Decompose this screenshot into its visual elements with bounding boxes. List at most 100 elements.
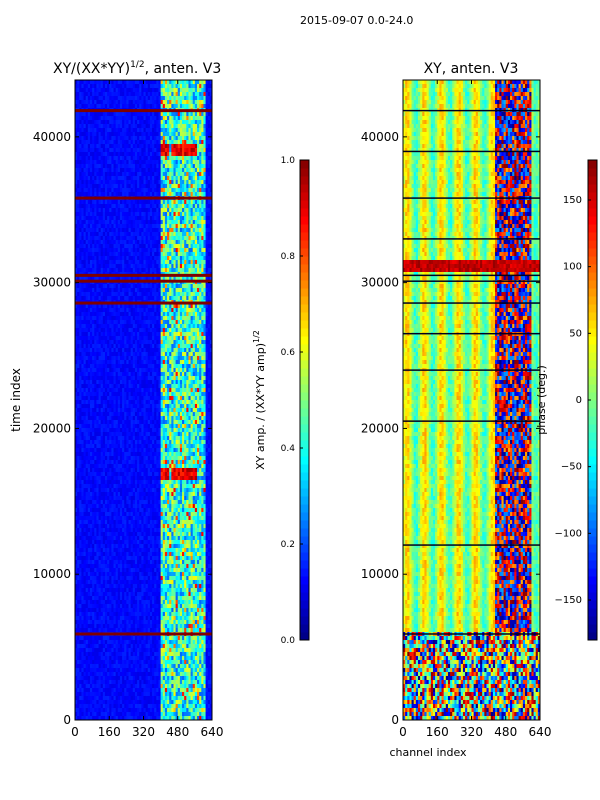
heatmap-cell xyxy=(92,136,95,141)
heatmap-cell xyxy=(201,168,204,173)
heatmap-cell xyxy=(115,276,119,281)
heatmap-cell xyxy=(96,292,100,297)
heatmap-cell xyxy=(85,248,89,253)
heatmap-cell xyxy=(203,176,207,181)
heatmap-cell xyxy=(141,320,144,325)
heatmap-cell xyxy=(194,180,198,185)
heatmap-cell xyxy=(119,244,123,249)
heatmap-cell xyxy=(81,296,85,301)
heatmap-cell xyxy=(113,104,117,109)
heatmap-cell xyxy=(87,224,91,229)
heatmap-cell xyxy=(126,256,130,261)
heatmap-cell xyxy=(177,148,181,153)
heatmap-cell xyxy=(104,348,108,353)
heatmap-cell xyxy=(158,308,162,313)
heatmap-cell xyxy=(141,224,144,229)
heatmap-cell xyxy=(134,184,138,189)
heatmap-cell xyxy=(94,144,97,149)
heatmap-cell xyxy=(117,112,121,117)
heatmap-cell xyxy=(139,372,142,377)
heatmap-cell xyxy=(199,320,202,325)
heatmap-cell xyxy=(188,344,192,349)
heatmap-cell xyxy=(96,388,100,393)
heatmap-cell xyxy=(98,332,102,337)
heatmap-cell xyxy=(83,368,87,373)
heatmap-cell xyxy=(77,256,80,261)
heatmap-cell xyxy=(134,348,138,353)
heatmap-cell xyxy=(126,308,130,313)
heatmap-cell xyxy=(102,140,106,145)
heatmap-cell xyxy=(98,136,102,141)
heatmap-cell xyxy=(117,360,121,365)
heatmap-cell xyxy=(203,324,207,329)
heatmap-cell xyxy=(147,120,151,125)
heatmap-cell xyxy=(184,192,187,197)
heatmap-cell xyxy=(117,128,121,133)
heatmap-cell xyxy=(203,124,207,129)
heatmap-cell xyxy=(184,180,187,185)
heatmap-cell xyxy=(186,380,189,385)
heatmap-cell xyxy=(167,244,170,249)
heatmap-cell xyxy=(94,344,97,349)
heatmap-cell xyxy=(117,288,121,293)
heatmap-cell xyxy=(141,116,144,121)
heatmap-cell xyxy=(171,92,174,97)
heatmap-cell xyxy=(177,244,181,249)
heatmap-cell xyxy=(79,144,82,149)
heatmap-cell xyxy=(87,276,91,281)
heatmap-cell xyxy=(98,308,102,313)
heatmap-cell xyxy=(192,304,196,309)
heatmap-cell xyxy=(139,364,142,369)
heatmap-cell xyxy=(145,292,149,297)
heatmap-cell xyxy=(194,100,198,105)
heatmap-cell xyxy=(104,380,108,385)
heatmap-cell xyxy=(137,160,140,165)
heatmap-cell xyxy=(83,308,87,313)
heatmap-cell xyxy=(147,188,151,193)
heatmap-cell xyxy=(199,192,202,197)
heatmap-cell xyxy=(190,112,194,117)
heatmap-cell xyxy=(139,388,142,393)
heatmap-cell xyxy=(160,336,164,341)
heatmap-cell xyxy=(164,208,168,213)
heatmap-cell xyxy=(152,352,155,357)
heatmap-cell xyxy=(162,188,166,193)
heatmap-cell xyxy=(96,140,100,145)
heatmap-cell xyxy=(156,88,159,93)
heatmap-cell xyxy=(201,328,204,333)
heatmap-cell xyxy=(186,384,189,389)
heatmap-cell xyxy=(175,248,179,253)
heatmap-cell xyxy=(190,120,194,125)
heatmap-cell xyxy=(126,152,130,157)
heatmap-cell xyxy=(158,144,162,149)
heatmap-cell xyxy=(145,136,149,141)
heatmap-cell xyxy=(115,224,119,229)
heatmap-cell xyxy=(182,264,185,269)
heatmap-cell xyxy=(152,276,155,281)
heatmap-cell xyxy=(182,160,185,165)
heatmap-cell xyxy=(117,316,121,321)
heatmap-cell xyxy=(119,248,123,253)
heatmap-cell xyxy=(143,124,147,129)
heatmap-cell xyxy=(179,328,183,333)
heatmap-cell xyxy=(92,252,95,257)
heatmap-cell xyxy=(197,96,200,101)
heatmap-cell xyxy=(87,228,91,233)
heatmap-cell xyxy=(177,164,181,169)
heatmap-cell xyxy=(137,268,140,273)
heatmap-cell xyxy=(81,124,85,129)
heatmap-cell xyxy=(77,268,80,273)
heatmap-cell xyxy=(197,344,200,349)
heatmap-cell xyxy=(139,328,142,333)
heatmap-cell xyxy=(171,252,174,257)
heatmap-cell xyxy=(199,340,202,345)
heatmap-cell xyxy=(77,224,80,229)
heatmap-cell xyxy=(83,332,87,337)
heatmap-cell xyxy=(102,80,106,85)
heatmap-cell xyxy=(205,136,209,141)
heatmap-cell xyxy=(207,144,211,149)
heatmap-cell xyxy=(104,100,108,105)
heatmap-cell xyxy=(182,328,185,333)
heatmap-cell xyxy=(126,160,130,165)
heatmap-cell xyxy=(119,172,123,177)
